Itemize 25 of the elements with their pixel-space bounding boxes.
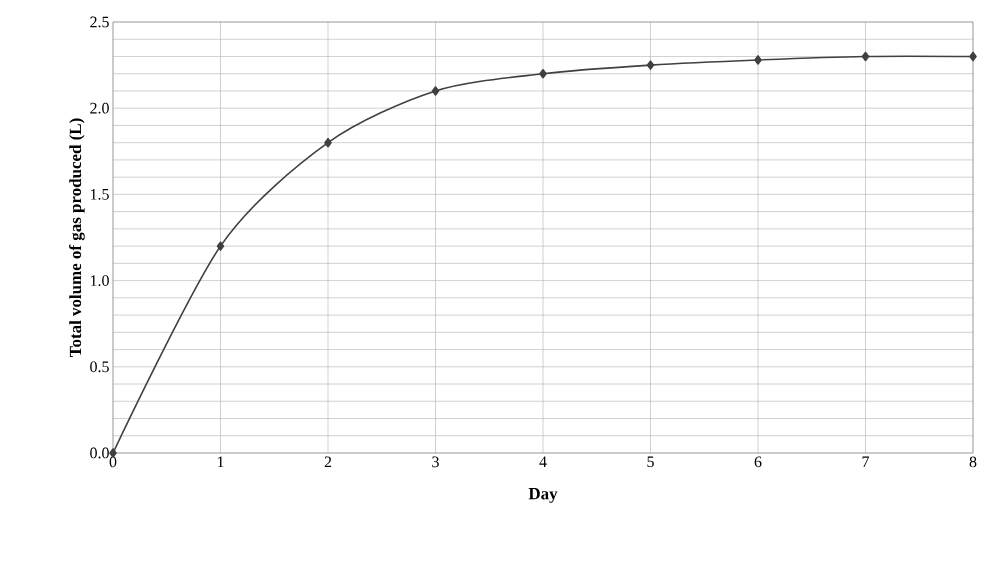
- y-tick-label: 1.0: [90, 275, 109, 286]
- point: [216, 241, 225, 251]
- text: 0.0: [90, 447, 109, 459]
- x-tick-label: 8: [969, 456, 977, 468]
- point: [969, 51, 977, 62]
- y-axis-title: Total volume of gas produced (L): [69, 118, 85, 357]
- x-tick-label: 5: [647, 456, 654, 468]
- x-tick-label: 3: [432, 456, 439, 468]
- x-tick-label: 1: [217, 456, 224, 468]
- point: [861, 51, 870, 62]
- y-tick-label: 0.5: [90, 361, 109, 373]
- y-tick-label: 2.0: [90, 102, 109, 114]
- x-tick-label: 0: [109, 456, 117, 468]
- x-axis-title: Day: [528, 488, 558, 503]
- x-tick-label: 2: [324, 456, 332, 468]
- point: [646, 60, 655, 70]
- y-tick-label: 1.5: [90, 189, 109, 200]
- point: [324, 137, 332, 148]
- point: [754, 55, 762, 65]
- x-tick-label: 6: [754, 456, 762, 468]
- x-tick-label: 7: [862, 456, 870, 467]
- point: [431, 86, 440, 96]
- point: [539, 68, 547, 79]
- y-tick-label: 2.5: [90, 16, 109, 28]
- x-tick-label: 4: [539, 456, 547, 468]
